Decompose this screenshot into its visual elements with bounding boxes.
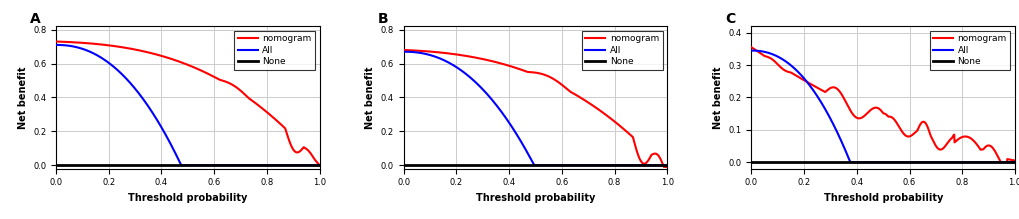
X-axis label: Threshold probability: Threshold probability <box>475 193 595 203</box>
Y-axis label: Net benefit: Net benefit <box>712 66 722 129</box>
Text: C: C <box>725 12 735 26</box>
Y-axis label: Net benefit: Net benefit <box>17 66 28 129</box>
Legend: nomogram, All, None: nomogram, All, None <box>928 31 1010 69</box>
Legend: nomogram, All, None: nomogram, All, None <box>581 31 662 69</box>
Text: B: B <box>377 12 387 26</box>
Text: A: A <box>30 12 41 26</box>
X-axis label: Threshold probability: Threshold probability <box>822 193 942 203</box>
Legend: nomogram, All, None: nomogram, All, None <box>234 31 315 69</box>
X-axis label: Threshold probability: Threshold probability <box>128 193 248 203</box>
Y-axis label: Net benefit: Net benefit <box>365 66 375 129</box>
